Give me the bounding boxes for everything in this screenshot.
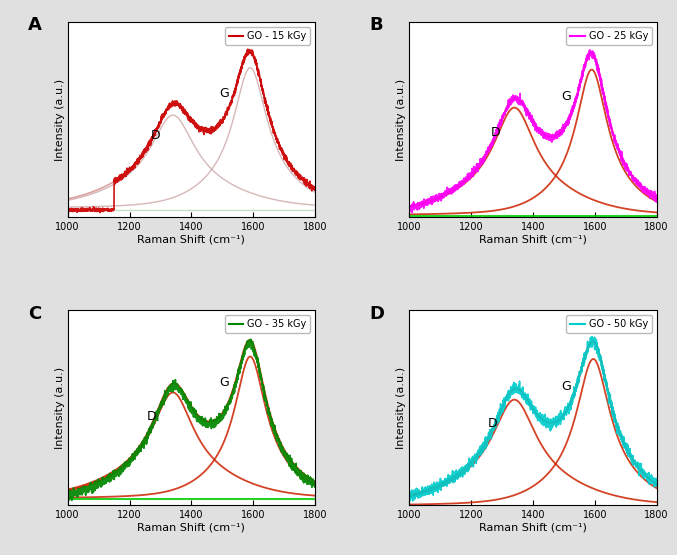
Text: C: C — [28, 305, 41, 322]
X-axis label: Raman Shift (cm⁻¹): Raman Shift (cm⁻¹) — [479, 235, 587, 245]
Text: D: D — [492, 125, 501, 139]
Text: D: D — [488, 417, 498, 430]
X-axis label: Raman Shift (cm⁻¹): Raman Shift (cm⁻¹) — [137, 523, 245, 533]
Y-axis label: Intensity (a.u.): Intensity (a.u.) — [55, 78, 65, 160]
Legend: GO - 25 kGy: GO - 25 kGy — [566, 27, 652, 45]
Legend: GO - 35 kGy: GO - 35 kGy — [225, 315, 310, 333]
X-axis label: Raman Shift (cm⁻¹): Raman Shift (cm⁻¹) — [137, 235, 245, 245]
X-axis label: Raman Shift (cm⁻¹): Raman Shift (cm⁻¹) — [479, 523, 587, 533]
Text: G: G — [219, 376, 229, 390]
Text: G: G — [219, 87, 229, 100]
Text: B: B — [370, 16, 383, 34]
Text: G: G — [561, 380, 571, 393]
Y-axis label: Intensity (a.u.): Intensity (a.u.) — [397, 367, 406, 449]
Y-axis label: Intensity (a.u.): Intensity (a.u.) — [55, 367, 65, 449]
Text: A: A — [28, 16, 42, 34]
Text: D: D — [370, 305, 385, 322]
Text: D: D — [151, 129, 161, 142]
Y-axis label: Intensity (a.u.): Intensity (a.u.) — [397, 78, 406, 160]
Text: G: G — [561, 90, 571, 103]
Text: D: D — [147, 410, 156, 423]
Legend: GO - 50 kGy: GO - 50 kGy — [567, 315, 652, 333]
Legend: GO - 15 kGy: GO - 15 kGy — [225, 27, 310, 45]
